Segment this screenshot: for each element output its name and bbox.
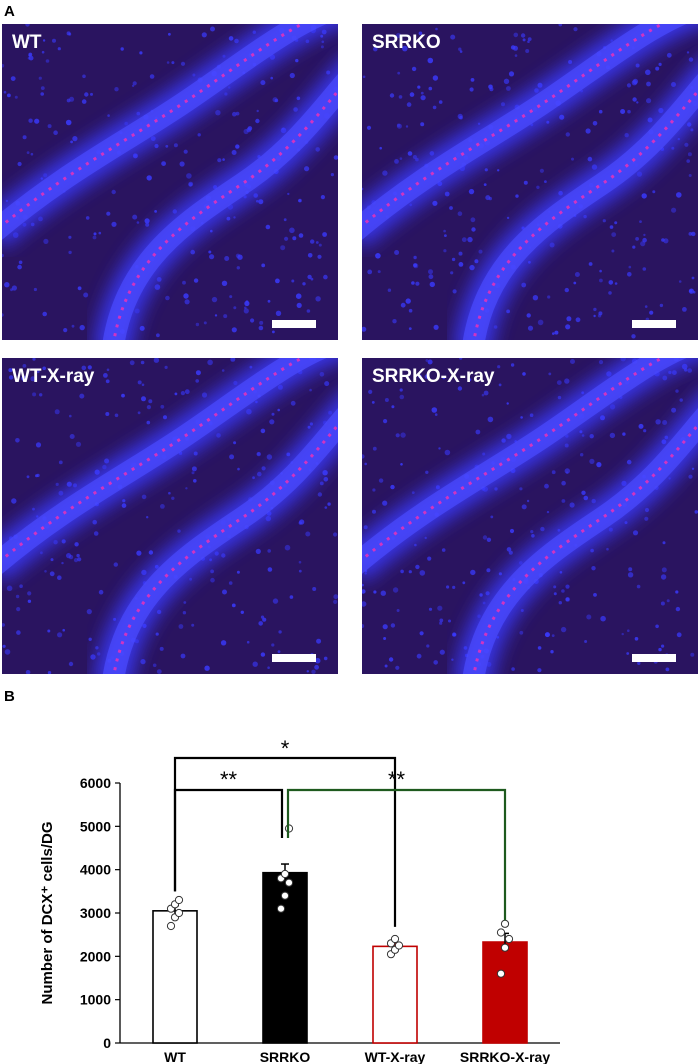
data-point — [280, 869, 290, 879]
data-point — [504, 934, 514, 944]
micrograph-label: WT-X-ray — [12, 366, 95, 387]
significance-label: ** — [220, 767, 238, 792]
y-tick-label: 1000 — [80, 992, 111, 1008]
significance-label: ** — [388, 767, 406, 792]
micrograph-srrko-xray: SRRKO-X-ray — [362, 358, 698, 674]
micrograph-image — [2, 24, 338, 340]
micrograph-wt: WT — [2, 24, 338, 340]
y-tick-label: 0 — [103, 1035, 111, 1051]
data-point — [276, 904, 286, 913]
micrograph-image — [362, 358, 698, 674]
data-point — [166, 921, 176, 931]
micrograph-label: SRRKO-X-ray — [372, 366, 495, 387]
y-tick-label: 3000 — [80, 905, 111, 921]
panel-b-label: B — [4, 688, 15, 705]
bar-srrko — [262, 871, 308, 1044]
micrograph-label: SRRKO — [372, 32, 441, 53]
data-point — [496, 928, 506, 937]
bar-wt — [152, 910, 198, 1044]
x-tick-label: SRRKO-X-ray — [460, 1049, 550, 1064]
data-point — [174, 895, 184, 905]
scale-bar — [272, 654, 316, 662]
data-point — [500, 919, 510, 928]
significance-bracket — [286, 788, 507, 921]
bar-wt-x-ray — [372, 945, 418, 1044]
micrograph-image — [362, 24, 698, 340]
data-point — [500, 943, 510, 952]
data-point — [496, 969, 506, 978]
y-tick-label: 6000 — [80, 775, 111, 791]
data-point — [394, 941, 404, 950]
data-point — [280, 891, 290, 900]
scale-bar — [632, 320, 676, 328]
data-point — [390, 934, 400, 944]
micrograph-srrko: SRRKO — [362, 24, 698, 340]
micrograph-image — [2, 358, 338, 674]
bar-srrko-x-ray — [482, 941, 528, 1044]
y-tick-label: 5000 — [80, 818, 111, 834]
micrograph-label: WT — [12, 32, 42, 53]
bar-chart: 0 1000 2000 3000 4000 5000 6000 Number of DCX⁺ … — [39, 736, 560, 1064]
scale-bar — [272, 320, 316, 328]
y-axis-label: Number of DCX⁺ cells/DG — [39, 822, 56, 1005]
x-tick-label: SRRKO — [260, 1049, 311, 1064]
x-tick-label: WT-X-ray — [365, 1049, 426, 1064]
data-point — [284, 878, 294, 887]
panel-a-label: A — [4, 3, 15, 20]
data-point — [174, 908, 184, 918]
x-tick-label: WT — [164, 1049, 186, 1064]
scale-bar — [632, 654, 676, 662]
significance-label: * — [281, 736, 290, 761]
y-tick-label: 2000 — [80, 948, 111, 964]
micrograph-wt-xray: WT-X-ray — [2, 358, 338, 674]
y-tick-label: 4000 — [80, 862, 111, 878]
significance-bracket — [173, 788, 284, 892]
